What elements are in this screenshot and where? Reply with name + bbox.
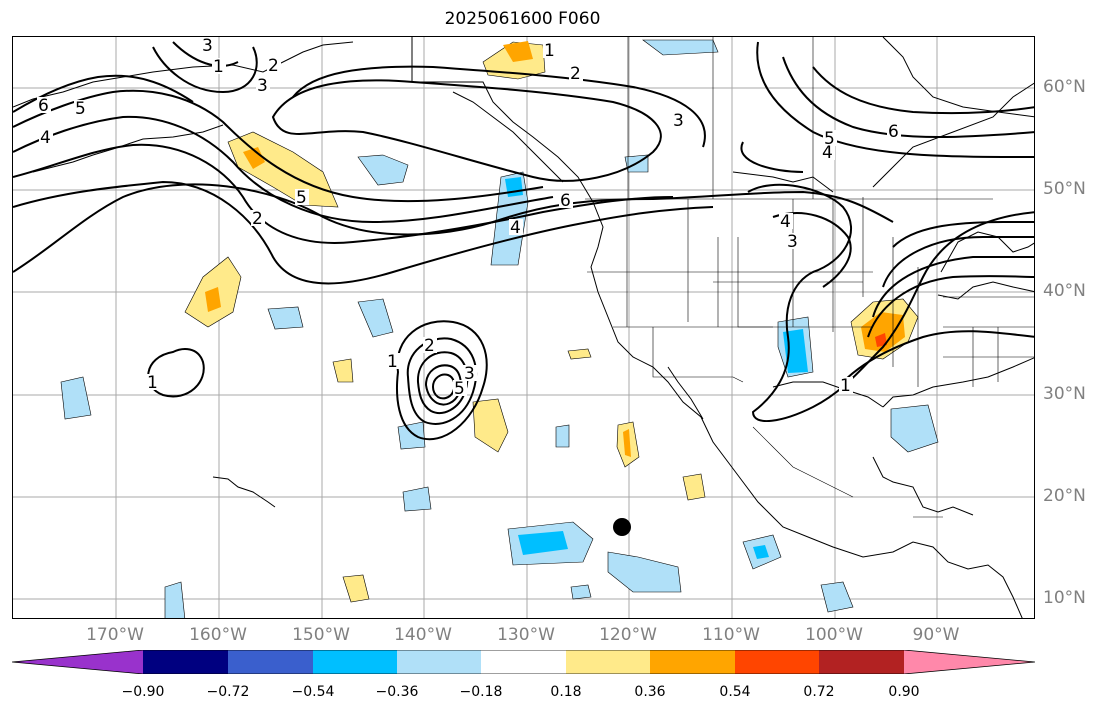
gridlines — [13, 37, 1034, 618]
contour-label: 3 — [202, 37, 213, 56]
contour-label: 5 — [296, 188, 307, 208]
colorbar-tick-label: 0.18 — [550, 684, 582, 700]
political-borders — [585, 37, 1034, 518]
x-tick-label: 110°W — [702, 625, 760, 645]
contour-label: 1 — [387, 352, 398, 372]
x-tick-label: 140°W — [394, 625, 452, 645]
colorbar-tick-label: 0.72 — [803, 684, 835, 700]
contour-label: 4 — [510, 218, 521, 238]
contour-label: 3 — [257, 76, 268, 96]
colorbar-segment — [904, 650, 1035, 674]
y-tick-label: 30°N — [1043, 384, 1086, 404]
colorbar-tick-label: −0.90 — [121, 684, 165, 700]
contour-label: 6 — [888, 122, 899, 142]
y-tick-label: 50°N — [1043, 179, 1086, 199]
x-tick-label: 130°W — [497, 625, 555, 645]
contour-label: 1 — [544, 41, 555, 61]
y-tick-label: 10°N — [1043, 588, 1086, 608]
colorbar-segment — [313, 650, 397, 674]
colorbar-segment — [12, 650, 143, 674]
colorbar-segment — [819, 650, 904, 674]
contour-label: 4 — [40, 128, 51, 148]
colorbar-segment — [481, 650, 566, 674]
y-tick-label: 40°N — [1043, 281, 1086, 301]
x-tick-label: 100°W — [805, 625, 863, 645]
contour-label: 3 — [673, 111, 684, 131]
contour-label: 2 — [252, 209, 263, 229]
contour-label-group: 4 6 5 2 5 1 3 2 3 1 2 3 6 5 — [37, 37, 901, 399]
contour-label: 2 — [424, 336, 435, 356]
contour-label: 6 — [560, 191, 571, 211]
contour-label: 5 — [824, 129, 835, 149]
x-tick-label: 150°W — [292, 625, 350, 645]
colorbar-segment — [397, 650, 481, 674]
y-tick-label: 20°N — [1043, 486, 1086, 506]
map-title: 2025061600 F060 — [444, 9, 601, 29]
map-plot-area[interactable]: 4 6 5 2 5 1 3 2 3 1 2 3 6 5 — [12, 36, 1035, 619]
y-tick-label: 60°N — [1043, 77, 1086, 97]
colorbar-tick-label: 0.90 — [888, 684, 920, 700]
colorbar-tick-label: 0.54 — [719, 684, 751, 700]
colorbar-tick-label: −0.72 — [206, 684, 250, 700]
colorbar-tick-label: −0.54 — [291, 684, 335, 700]
contour-label: 1 — [147, 373, 158, 393]
contour-lines — [13, 41, 1034, 441]
x-tick-label: 120°W — [599, 625, 657, 645]
contour-label: 3 — [787, 232, 798, 252]
colorbar-segment — [143, 650, 228, 674]
contour-label: 2 — [268, 56, 279, 76]
colorbar-segment — [735, 650, 819, 674]
contour-label: 5 — [75, 99, 86, 119]
contour-label: 6 — [38, 96, 49, 116]
contour-label: 2 — [570, 64, 581, 84]
contour-label: 1 — [840, 376, 851, 396]
contour-label: 3 — [464, 364, 475, 384]
map-canvas: 4 6 5 2 5 1 3 2 3 1 2 3 6 5 — [13, 37, 1034, 618]
contour-label: 4 — [822, 143, 833, 163]
colorbar — [12, 650, 1035, 674]
colorbar-tick-label: −0.18 — [459, 684, 503, 700]
colorbar-segment — [566, 650, 650, 674]
colorbar-tick-label: −0.36 — [375, 684, 419, 700]
x-tick-label: 160°W — [189, 625, 247, 645]
contour-label: 4 — [780, 212, 791, 232]
colorbar-segment — [650, 650, 735, 674]
colorbar-tick-label: 0.36 — [634, 684, 666, 700]
x-tick-label: 90°W — [912, 625, 960, 645]
colorbar-segment — [228, 650, 313, 674]
location-marker — [613, 518, 631, 536]
contour-label: 1 — [213, 57, 224, 77]
contour-label: 5 — [454, 379, 465, 399]
x-tick-label: 170°W — [86, 625, 144, 645]
